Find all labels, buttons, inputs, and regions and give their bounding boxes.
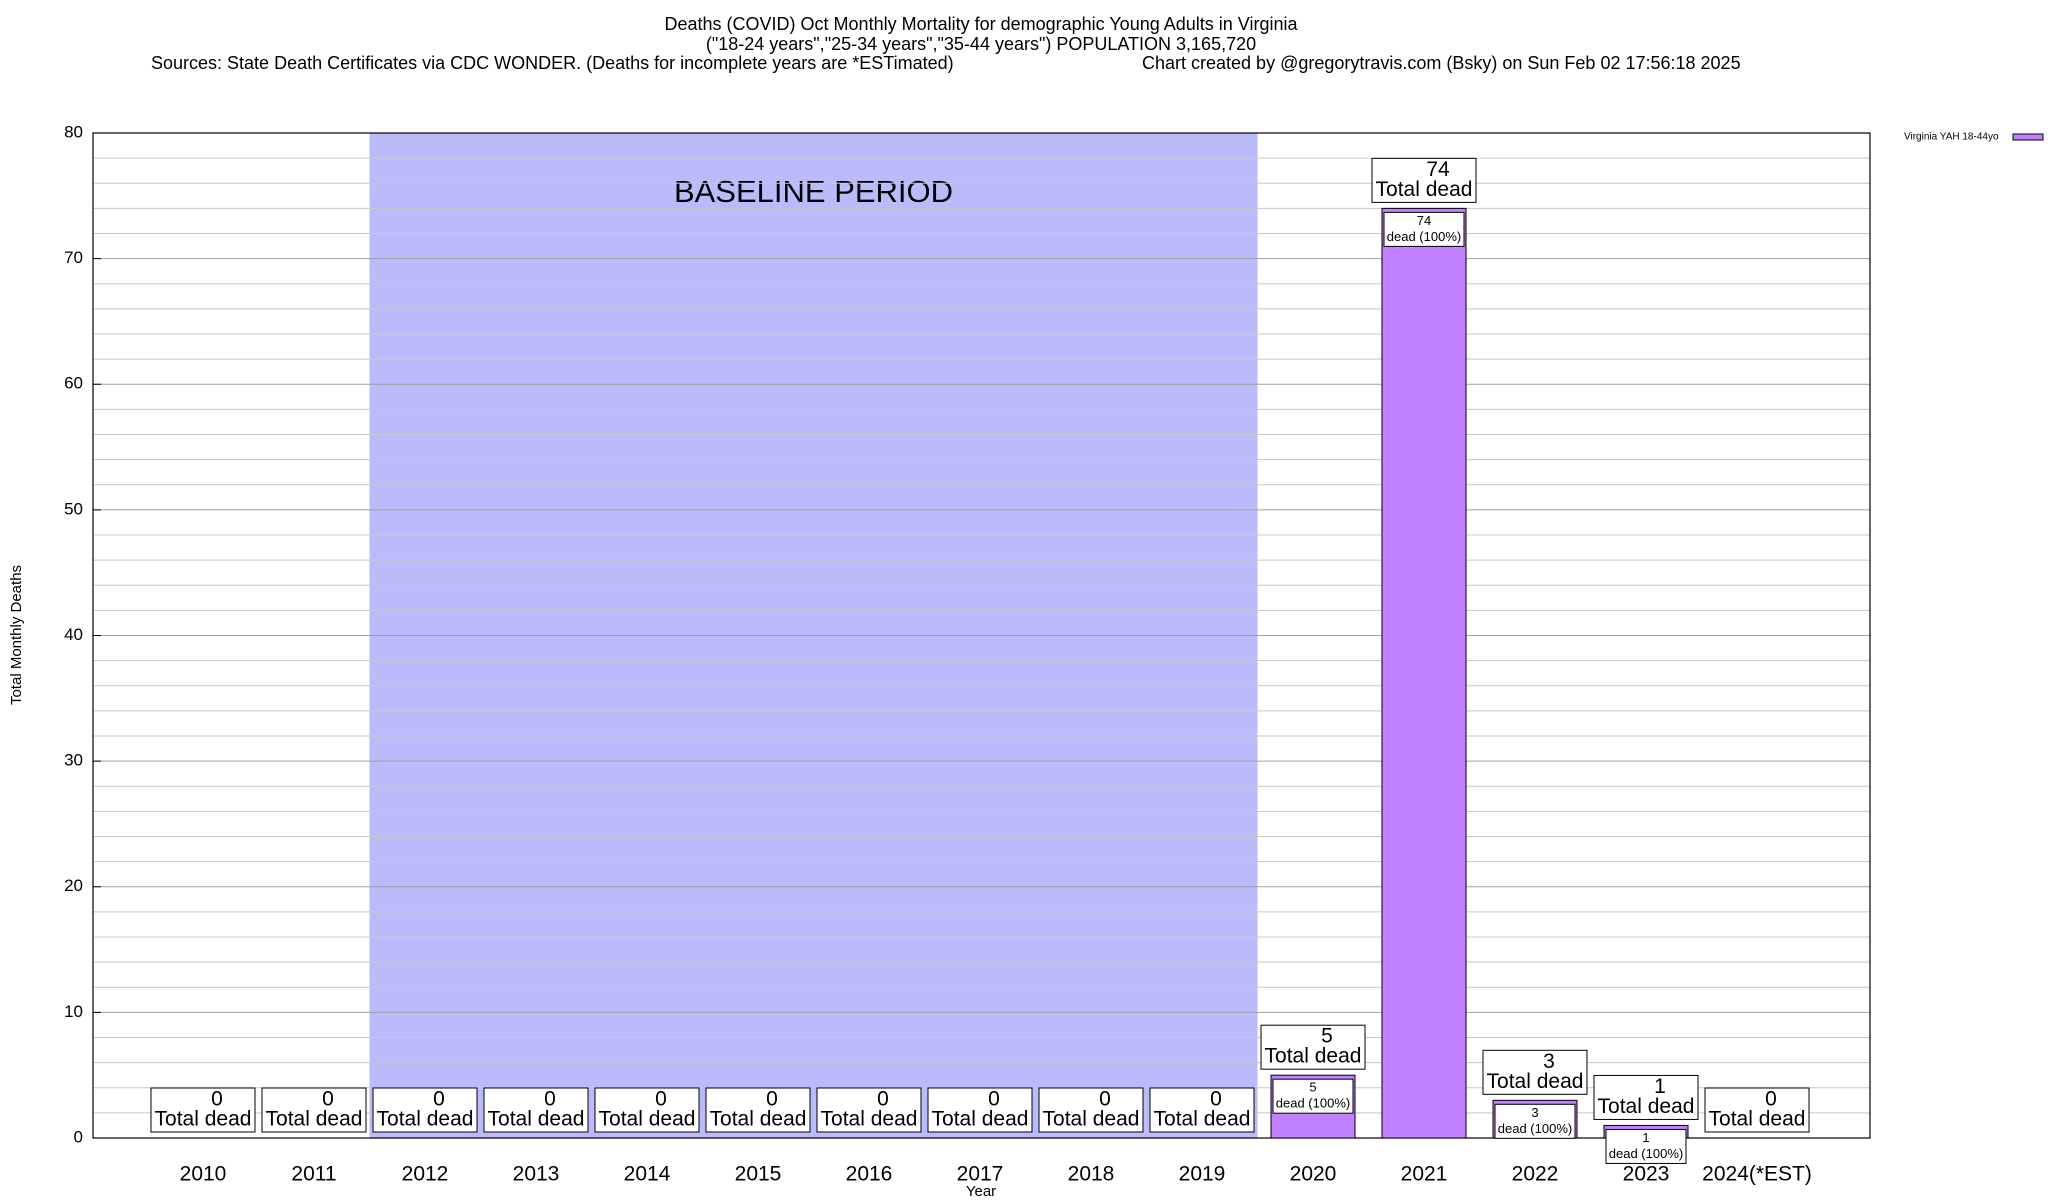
x-tick-label: 2013 — [513, 1163, 560, 1186]
value-label: 0 — [766, 1088, 778, 1111]
total-label-box — [594, 1087, 700, 1133]
value-label: 0 — [988, 1088, 1000, 1111]
total-label: Total dead — [821, 1108, 918, 1131]
value-label: 0 — [655, 1088, 667, 1111]
total-label-box — [1260, 1024, 1366, 1070]
value-label: 0 — [322, 1088, 334, 1111]
value-label: 0 — [433, 1088, 445, 1111]
chart-subtitle: ("18-24 years","25-34 years","35-44 year… — [706, 34, 1256, 54]
x-tick-label: 2017 — [957, 1163, 1004, 1186]
total-label: Total dead — [155, 1108, 252, 1131]
total-label-box — [705, 1087, 811, 1133]
x-tick-label: 2020 — [1290, 1163, 1337, 1186]
x-tick-label: 2019 — [1179, 1163, 1226, 1186]
y-tick-label: 40 — [64, 625, 83, 644]
y-axis-label: Total Monthly Deaths — [8, 565, 25, 705]
total-label: Total dead — [266, 1108, 363, 1131]
inner-label: dead (100%) — [1387, 229, 1461, 244]
y-tick-label: 50 — [64, 499, 83, 518]
value-label: 0 — [544, 1088, 556, 1111]
y-tick-label: 20 — [64, 876, 83, 895]
y-tick-label: 80 — [64, 122, 83, 141]
x-tick-label: 2014 — [624, 1163, 671, 1186]
total-label-box — [150, 1087, 256, 1133]
total-label: Total dead — [1487, 1070, 1584, 1093]
value-label: 5 — [1321, 1025, 1333, 1048]
x-tick-label: 2021 — [1401, 1163, 1448, 1186]
x-tick-label: 2010 — [180, 1163, 227, 1186]
total-label: Total dead — [1709, 1108, 1806, 1131]
inner-label: dead (100%) — [1609, 1146, 1683, 1161]
total-label-box — [816, 1087, 922, 1133]
legend-swatch — [2012, 133, 2044, 141]
x-tick-label: 2011 — [291, 1163, 336, 1186]
total-label: Total dead — [932, 1108, 1029, 1131]
x-tick-label: 2022 — [1512, 1163, 1559, 1186]
x-tick-label: 2018 — [1068, 1163, 1115, 1186]
inner-value-label: 74 — [1417, 213, 1431, 228]
plot-frame — [92, 132, 1871, 1139]
total-label-box — [927, 1087, 1033, 1133]
inner-label-box — [1383, 211, 1465, 247]
inner-label: dead (100%) — [1498, 1121, 1572, 1136]
total-label-box — [372, 1087, 478, 1133]
value-label: 0 — [211, 1088, 223, 1111]
inner-label-box — [1605, 1128, 1687, 1164]
x-tick-label: 2024(*EST) — [1702, 1163, 1812, 1186]
sources: Sources: State Death Certificates via CD… — [151, 53, 954, 73]
value-label: 0 — [1099, 1088, 1111, 1111]
inner-label-box — [1272, 1078, 1354, 1114]
value-label: 0 — [1210, 1088, 1222, 1111]
total-label: Total dead — [377, 1108, 474, 1131]
total-label: Total dead — [1376, 178, 1473, 201]
value-label: 1 — [1654, 1075, 1666, 1098]
total-label: Total dead — [1043, 1108, 1140, 1131]
x-axis-label: Year — [966, 1183, 996, 1200]
y-tick-label: 30 — [64, 751, 83, 770]
total-label-box — [1704, 1087, 1810, 1133]
baseline-label: BASELINE PERIOD — [674, 174, 953, 209]
value-label: 0 — [877, 1088, 889, 1111]
total-label-box — [1482, 1049, 1588, 1095]
total-label: Total dead — [1154, 1108, 1251, 1131]
total-label-box — [483, 1087, 589, 1133]
credit: Chart created by @gregorytravis.com (Bsk… — [1142, 53, 1741, 73]
y-tick-label: 10 — [64, 1002, 83, 1021]
inner-label-box — [1494, 1103, 1576, 1139]
x-tick-label: 2012 — [402, 1163, 449, 1186]
chart-title: Deaths (COVID) Oct Monthly Mortality for… — [665, 14, 1299, 34]
value-label: 0 — [1765, 1088, 1777, 1111]
x-tick-label: 2015 — [735, 1163, 782, 1186]
y-tick-label: 70 — [64, 248, 83, 267]
total-label: Total dead — [1598, 1095, 1695, 1118]
total-label: Total dead — [599, 1108, 696, 1131]
inner-value-label: 1 — [1642, 1130, 1649, 1145]
y-tick-label: 0 — [74, 1127, 83, 1146]
legend-label: Virginia YAH 18-44yo — [1904, 132, 1999, 143]
total-label: Total dead — [710, 1108, 807, 1131]
x-tick-label: 2023 — [1623, 1163, 1670, 1186]
total-label-box — [1593, 1074, 1699, 1120]
bar — [1381, 207, 1467, 1139]
inner-value-label: 5 — [1309, 1080, 1316, 1095]
total-label-box — [1038, 1087, 1144, 1133]
x-tick-label: 2016 — [846, 1163, 893, 1186]
value-label: 74 — [1426, 158, 1450, 181]
total-label-box — [1149, 1087, 1255, 1133]
inner-label: dead (100%) — [1276, 1096, 1350, 1111]
y-tick-label: 60 — [64, 374, 83, 393]
total-label-box — [261, 1087, 367, 1133]
total-label-box — [1371, 157, 1477, 203]
value-label: 3 — [1543, 1050, 1555, 1073]
total-label: Total dead — [1265, 1045, 1362, 1068]
total-label: Total dead — [488, 1108, 585, 1131]
inner-value-label: 3 — [1531, 1105, 1538, 1120]
